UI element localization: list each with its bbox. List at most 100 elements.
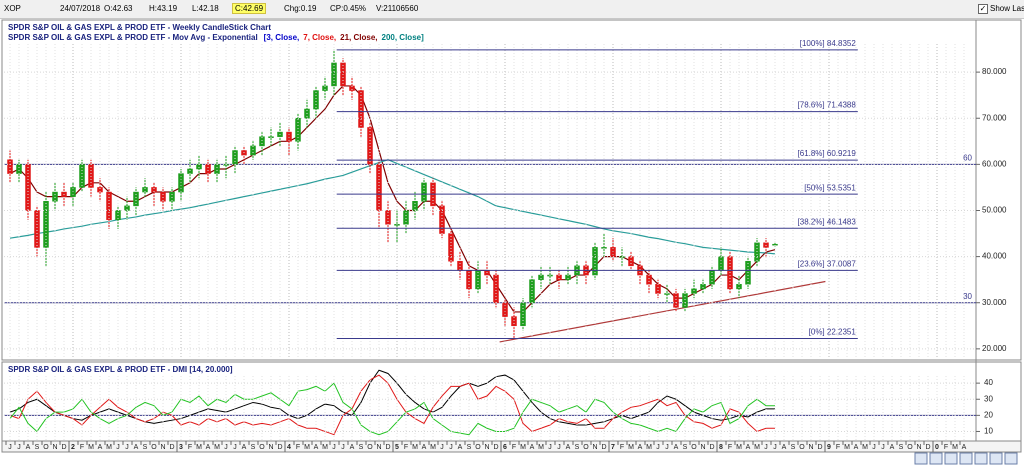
zoom-button[interactable] (944, 452, 958, 465)
x-tick-label: O (151, 444, 157, 451)
x-tick-label: S (251, 444, 256, 451)
trendline (499, 280, 826, 343)
x-tick-label: J (548, 444, 552, 451)
x-tick-label: N (592, 444, 597, 451)
x-tick-label: A (746, 444, 751, 451)
x-tick-label: M (628, 444, 634, 451)
x-tick-label: 5 (395, 444, 399, 451)
candle-body (250, 145, 256, 156)
x-tick-label: 2 (71, 444, 75, 451)
candle-body (646, 274, 652, 285)
x-tick-label: M (862, 444, 868, 451)
x-tick-label: J (125, 444, 129, 451)
x-tick-label: M (214, 444, 220, 451)
x-tick-label: F (728, 444, 732, 451)
scroll-button[interactable] (959, 452, 973, 465)
x-tick-label: 0 (935, 444, 939, 451)
x-tick-label: A (962, 444, 967, 451)
y-tick-label: 30.000 (982, 298, 1007, 307)
x-tick-label: A (134, 444, 139, 451)
x-tick-label: M (736, 444, 742, 451)
x-tick-label: F (512, 444, 516, 451)
x-tick-label: D (817, 444, 822, 451)
x-tick-label: J (233, 444, 237, 451)
y-tick-label: 20 (984, 410, 993, 419)
y-tick-label: 80.000 (982, 67, 1007, 76)
x-tick-label: J (17, 444, 21, 451)
symbol: XOP (4, 4, 21, 13)
x-tick-label: A (98, 444, 103, 451)
candle-body (493, 274, 499, 303)
candle-body (691, 288, 697, 294)
x-tick-label: F (944, 444, 948, 451)
candle-body (511, 316, 517, 327)
ma-parameter: 200, Close] (382, 33, 425, 42)
reference-label: 60 (963, 153, 972, 162)
x-tick-label: N (268, 444, 273, 451)
scroll-button[interactable] (989, 452, 1003, 465)
fib-label: [100%] 84.8352 (800, 39, 857, 48)
show-last-label[interactable]: Show Last (990, 4, 1024, 13)
scroll-button[interactable] (914, 452, 928, 465)
x-tick-label: O (583, 444, 589, 451)
candle-body (196, 164, 202, 170)
x-tick-label: F (620, 444, 624, 451)
volume-value: V:21106560 (376, 4, 419, 13)
scroll-button[interactable] (1004, 452, 1018, 465)
candle-body (655, 284, 661, 294)
x-tick-label: F (80, 444, 84, 451)
x-tick-label: J (224, 444, 228, 451)
date: 24/07/2018 (60, 4, 101, 13)
scroll-buttons[interactable] (914, 452, 1018, 465)
x-tick-label: A (242, 444, 247, 451)
x-tick-label: M (304, 444, 310, 451)
x-tick-label: A (782, 444, 787, 451)
candle-body (106, 191, 112, 220)
fib-label: [78.6%] 71.4388 (798, 101, 857, 110)
candle-body (313, 90, 319, 110)
scroll-button[interactable] (974, 452, 988, 465)
candle-body (475, 270, 481, 290)
y-tick-label: 10 (984, 427, 993, 436)
x-tick-label: F (404, 444, 408, 451)
candle-body (169, 191, 175, 202)
reference-label: 30 (963, 292, 972, 301)
x-tick-label: N (700, 444, 705, 451)
fib-label: [61.8%] 60.9219 (798, 149, 857, 158)
y-tick-label: 20.000 (982, 344, 1007, 353)
candle-body (286, 131, 292, 142)
x-tick-label: O (907, 444, 913, 451)
toolbar: XOP 24/07/2018 O:42.63 H:43.19 L:42.18 C… (0, 0, 1024, 19)
fib-label: [50%] 53.5351 (804, 183, 856, 192)
x-tick-label: J (116, 444, 120, 451)
x-tick-label: S (143, 444, 148, 451)
x-tick-label: A (638, 444, 643, 451)
x-tick-label: M (646, 444, 652, 451)
candle-body (34, 210, 40, 248)
show-last-checkbox[interactable]: ✓ (978, 4, 988, 14)
low-value: L:42.18 (192, 4, 219, 13)
x-tick-label: O (475, 444, 481, 451)
zoom-button[interactable] (929, 452, 943, 465)
candle-body (466, 270, 472, 290)
change-percent: CP:0.45% (330, 4, 367, 13)
x-tick-label: A (458, 444, 463, 451)
x-tick-label: J (440, 444, 444, 451)
x-tick-label: A (350, 444, 355, 451)
chart-title: SPDR S&P OIL & GAS EXPL & PROD ETF - Wee… (8, 23, 271, 32)
dmi-title: SPDR S&P OIL & GAS EXPL & PROD ETF - DMI… (8, 365, 233, 374)
x-tick-label: M (412, 444, 418, 451)
x-tick-label: J (341, 444, 345, 451)
x-tick-label: A (674, 444, 679, 451)
x-tick-label: J (665, 444, 669, 451)
close-value: C:42.69 (232, 3, 267, 14)
x-tick-label: A (314, 444, 319, 451)
x-tick-label: D (61, 444, 66, 451)
x-tick-label: M (538, 444, 544, 451)
x-tick-label: M (106, 444, 112, 451)
x-tick-label: A (854, 444, 859, 451)
candle-body (322, 85, 328, 91)
x-tick-label: J (872, 444, 876, 451)
fib-label: [0%] 22.2351 (809, 328, 857, 337)
